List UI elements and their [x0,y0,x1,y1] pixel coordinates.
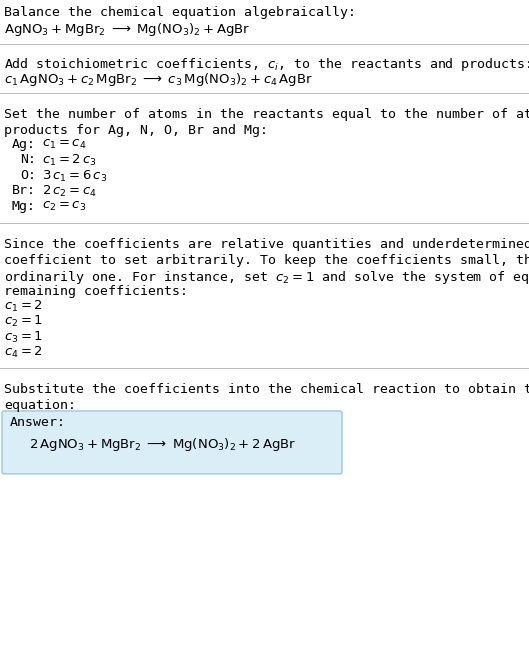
Text: remaining coefficients:: remaining coefficients: [4,285,188,298]
Text: Set the number of atoms in the reactants equal to the number of atoms in the: Set the number of atoms in the reactants… [4,108,529,121]
Text: products for Ag, N, O, Br and Mg:: products for Ag, N, O, Br and Mg: [4,124,268,137]
Text: $c_2 = c_3$: $c_2 = c_3$ [42,199,86,213]
Text: equation:: equation: [4,399,76,412]
Text: Since the coefficients are relative quantities and underdetermined, choose a: Since the coefficients are relative quan… [4,238,529,251]
Text: $c_4 = 2$: $c_4 = 2$ [4,345,43,360]
Text: coefficient to set arbitrarily. To keep the coefficients small, the arbitrary va: coefficient to set arbitrarily. To keep … [4,254,529,267]
FancyBboxPatch shape [2,411,342,474]
Text: Answer:: Answer: [10,416,66,429]
Text: $c_1 = c_4$: $c_1 = c_4$ [42,138,86,151]
Text: O:: O: [20,169,36,182]
Text: ordinarily one. For instance, set $c_2 = 1$ and solve the system of equations fo: ordinarily one. For instance, set $c_2 =… [4,269,529,286]
Text: $c_2 = 1$: $c_2 = 1$ [4,314,43,329]
Text: $2\,c_2 = c_4$: $2\,c_2 = c_4$ [42,184,97,199]
Text: Balance the chemical equation algebraically:: Balance the chemical equation algebraica… [4,6,356,19]
Text: $2\,\mathrm{AgNO_3 + MgBr_2 \;\longrightarrow\; Mg(NO_3)_2 + 2\,AgBr}$: $2\,\mathrm{AgNO_3 + MgBr_2 \;\longright… [29,436,296,453]
Text: $c_3 = 1$: $c_3 = 1$ [4,329,43,345]
Text: $3\,c_1 = 6\,c_3$: $3\,c_1 = 6\,c_3$ [42,169,107,184]
Text: Mg:: Mg: [12,199,36,213]
Text: Br:: Br: [12,184,36,197]
Text: $c_1 = 2$: $c_1 = 2$ [4,298,43,314]
Text: $\mathrm{AgNO_3 + MgBr_2 \;\longrightarrow\; Mg(NO_3)_2 + AgBr}$: $\mathrm{AgNO_3 + MgBr_2 \;\longrightarr… [4,21,250,39]
Text: N:: N: [20,153,36,166]
Text: Ag:: Ag: [12,138,36,151]
Text: $c_1 = 2\,c_3$: $c_1 = 2\,c_3$ [42,153,97,168]
Text: Add stoichiometric coefficients, $c_i$, to the reactants and products:: Add stoichiometric coefficients, $c_i$, … [4,56,529,72]
Text: Substitute the coefficients into the chemical reaction to obtain the balanced: Substitute the coefficients into the che… [4,384,529,397]
Text: $c_1\,\mathrm{AgNO_3} + c_2\,\mathrm{MgBr_2} \;\longrightarrow\; c_3\,\mathrm{Mg: $c_1\,\mathrm{AgNO_3} + c_2\,\mathrm{MgB… [4,71,313,88]
